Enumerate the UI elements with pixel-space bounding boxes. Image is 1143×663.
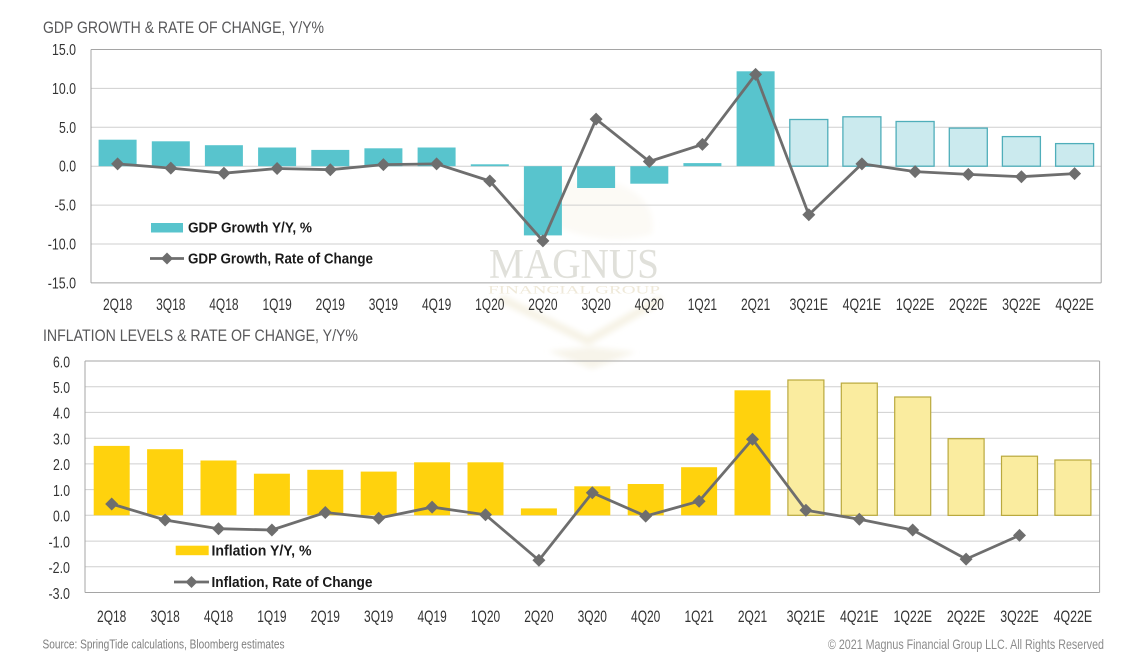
svg-text:1Q19: 1Q19 <box>257 608 286 626</box>
svg-text:3Q21E: 3Q21E <box>787 608 826 626</box>
svg-text:4Q19: 4Q19 <box>417 608 446 626</box>
svg-text:-5.0: -5.0 <box>55 198 77 215</box>
svg-text:2.0: 2.0 <box>53 457 70 474</box>
svg-text:3Q20: 3Q20 <box>578 608 607 626</box>
svg-text:GDP Growth Y/Y, %: GDP Growth Y/Y, % <box>188 221 312 237</box>
svg-text:1Q19: 1Q19 <box>262 296 291 314</box>
svg-text:4Q20: 4Q20 <box>631 608 660 626</box>
svg-text:4Q18: 4Q18 <box>204 608 233 626</box>
svg-text:10.0: 10.0 <box>52 81 76 98</box>
svg-text:1Q22E: 1Q22E <box>896 296 935 314</box>
svg-text:2Q19: 2Q19 <box>311 608 340 626</box>
svg-text:2Q18: 2Q18 <box>103 296 132 314</box>
svg-text:3Q22E: 3Q22E <box>1000 608 1039 626</box>
svg-text:3Q18: 3Q18 <box>150 608 179 626</box>
svg-text:© 2021 Magnus Financial Group: © 2021 Magnus Financial Group LLC. All R… <box>828 636 1104 652</box>
svg-text:15.0: 15.0 <box>52 42 76 59</box>
svg-text:3Q21E: 3Q21E <box>790 296 829 314</box>
svg-text:FINANCIAL GROUP: FINANCIAL GROUP <box>488 285 660 297</box>
svg-text:4Q21E: 4Q21E <box>843 296 882 314</box>
svg-text:2Q22E: 2Q22E <box>947 608 986 626</box>
svg-text:2Q20: 2Q20 <box>528 296 557 314</box>
svg-text:GDP Growth, Rate of Change: GDP Growth, Rate of Change <box>188 252 373 268</box>
svg-text:0.0: 0.0 <box>53 509 70 526</box>
svg-text:4Q22E: 4Q22E <box>1054 608 1093 626</box>
svg-text:5.0: 5.0 <box>59 120 76 137</box>
svg-text:Source: SpringTide calculation: Source: SpringTide calculations, Bloombe… <box>43 637 285 652</box>
svg-text:2Q21: 2Q21 <box>741 296 770 314</box>
svg-text:1.0: 1.0 <box>53 483 70 500</box>
svg-text:3Q22E: 3Q22E <box>1002 296 1041 314</box>
svg-text:GDP GROWTH & RATE OF CHANGE, Y: GDP GROWTH & RATE OF CHANGE, Y/Y% <box>43 19 324 37</box>
svg-text:0.0: 0.0 <box>59 159 76 176</box>
svg-text:-2.0: -2.0 <box>49 560 71 577</box>
svg-text:2Q18: 2Q18 <box>97 608 126 626</box>
svg-text:6.0: 6.0 <box>53 354 70 371</box>
svg-text:3Q19: 3Q19 <box>369 296 398 314</box>
svg-text:3Q18: 3Q18 <box>156 296 185 314</box>
svg-text:4Q21E: 4Q21E <box>840 608 879 626</box>
svg-text:-3.0: -3.0 <box>49 586 71 603</box>
svg-text:5.0: 5.0 <box>53 380 70 397</box>
svg-text:3.0: 3.0 <box>53 432 70 449</box>
svg-text:Inflation, Rate of Change: Inflation, Rate of Change <box>212 575 373 591</box>
svg-text:1Q21: 1Q21 <box>688 296 717 314</box>
svg-text:4Q19: 4Q19 <box>422 296 451 314</box>
svg-text:MAGNUS: MAGNUS <box>489 241 659 288</box>
svg-text:2Q19: 2Q19 <box>316 296 345 314</box>
svg-text:-1.0: -1.0 <box>49 534 71 551</box>
svg-text:-15.0: -15.0 <box>48 275 77 292</box>
svg-text:4Q18: 4Q18 <box>209 296 238 314</box>
svg-text:2Q22E: 2Q22E <box>949 296 988 314</box>
svg-text:1Q20: 1Q20 <box>475 296 504 314</box>
svg-text:2Q20: 2Q20 <box>524 608 553 626</box>
svg-text:4Q20: 4Q20 <box>635 296 664 314</box>
svg-text:3Q20: 3Q20 <box>581 296 610 314</box>
svg-text:Inflation Y/Y, %: Inflation Y/Y, % <box>212 544 312 560</box>
svg-text:4Q22E: 4Q22E <box>1055 296 1094 314</box>
svg-text:1Q21: 1Q21 <box>684 608 713 626</box>
svg-text:2Q21: 2Q21 <box>738 608 767 626</box>
svg-text:1Q22E: 1Q22E <box>893 608 932 626</box>
svg-text:-10.0: -10.0 <box>48 237 77 254</box>
svg-text:3Q19: 3Q19 <box>364 608 393 626</box>
svg-text:4.0: 4.0 <box>53 406 70 423</box>
svg-text:1Q20: 1Q20 <box>471 608 500 626</box>
svg-text:INFLATION LEVELS & RATE OF CHA: INFLATION LEVELS & RATE OF CHANGE, Y/Y% <box>43 327 358 345</box>
